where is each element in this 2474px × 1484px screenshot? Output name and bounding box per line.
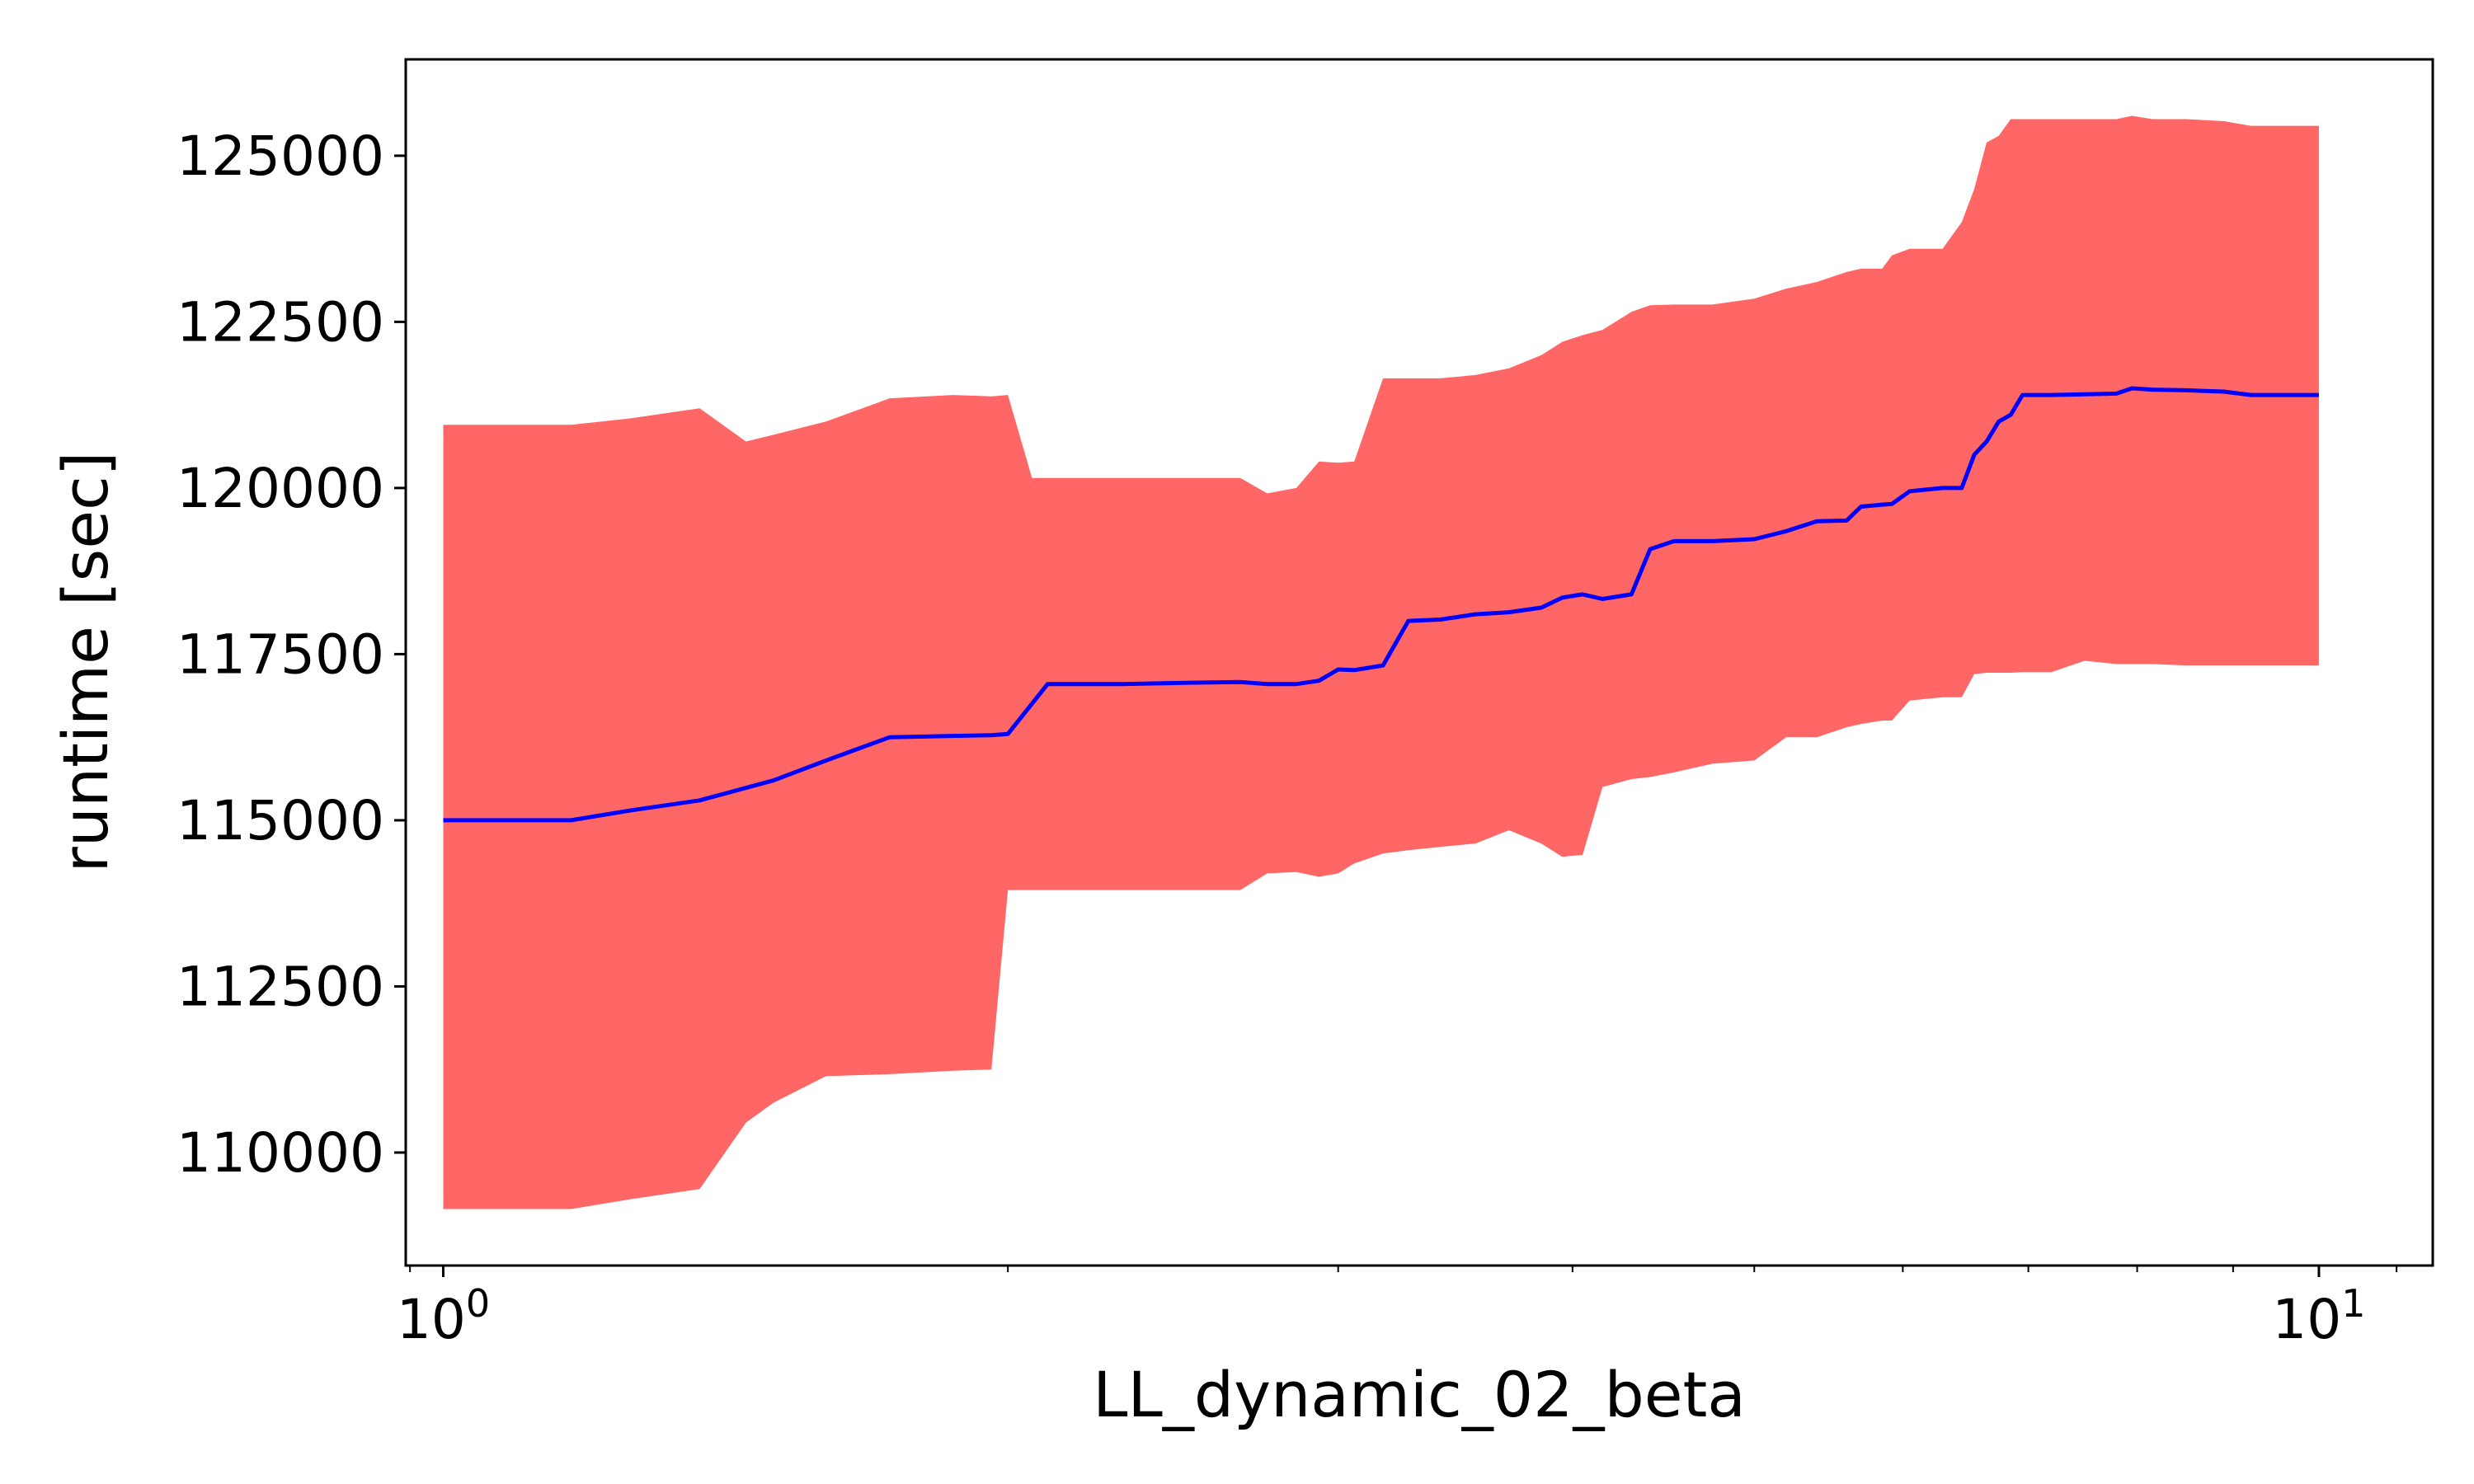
x-tick-label: 100 (397, 1281, 490, 1351)
x-axis: 100 101 (397, 1266, 2398, 1351)
band-area (443, 115, 2319, 1209)
y-tick-label: 125000 (176, 124, 384, 188)
x-axis-label: LL_dynamic_02_beta (1093, 1358, 1746, 1431)
y-tick-label: 122500 (176, 290, 384, 354)
plot-area (443, 115, 2319, 1209)
mean-line (443, 386, 2319, 823)
y-tick-label: 110000 (176, 1121, 384, 1185)
y-tick-label: 120000 (176, 457, 384, 520)
plot-frame (404, 58, 2434, 1267)
y-axis-label: runtime [sec] (49, 452, 122, 873)
x-tick-label: 101 (2272, 1281, 2365, 1351)
y-tick-label: 112500 (176, 955, 384, 1018)
y-tick-label: 115000 (176, 789, 384, 852)
y-tick-label: 117500 (176, 622, 384, 686)
y-axis: 110000 112500 115000 117500 120000 122500 1250… (176, 124, 406, 1185)
